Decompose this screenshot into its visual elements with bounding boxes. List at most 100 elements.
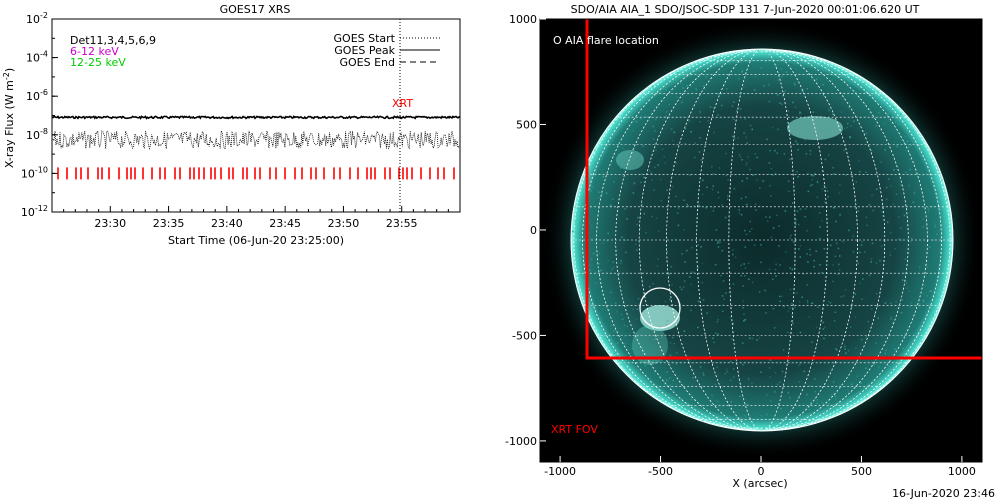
disk-speckle: [583, 224, 585, 226]
disk-speckle: [927, 210, 930, 213]
disk-speckle: [666, 371, 668, 373]
disk-speckle: [777, 128, 779, 130]
disk-speckle: [912, 201, 914, 203]
disk-speckle: [702, 374, 705, 376]
flare-brightening: [640, 305, 680, 331]
disk-speckle: [744, 318, 746, 321]
disk-speckle: [732, 283, 735, 285]
disk-speckle: [798, 395, 800, 397]
disk-speckle: [857, 262, 859, 265]
disk-speckle: [872, 209, 874, 212]
disk-speckle: [845, 352, 847, 354]
disk-speckle: [755, 209, 757, 211]
disk-speckle: [576, 232, 578, 235]
disk-speckle: [696, 74, 699, 77]
disk-speckle: [783, 305, 785, 308]
disk-speckle: [656, 265, 659, 268]
disk-speckle: [665, 89, 667, 91]
disk-speckle: [637, 216, 639, 219]
disk-speckle: [632, 105, 635, 108]
disk-speckle: [778, 245, 780, 247]
disk-speckle: [831, 394, 833, 397]
disk-speckle: [647, 359, 649, 361]
disk-speckle: [927, 208, 930, 210]
disk-speckle: [863, 82, 865, 85]
disk-speckle: [842, 295, 845, 297]
disk-speckle: [756, 179, 758, 181]
disk-speckle: [652, 283, 654, 285]
disk-speckle: [939, 172, 941, 175]
disk-speckle: [928, 246, 931, 248]
disk-speckle: [692, 377, 694, 379]
disk-speckle: [832, 280, 834, 283]
disk-speckle: [904, 258, 907, 260]
disk-speckle: [823, 74, 826, 76]
disk-speckle: [764, 289, 766, 292]
disk-speckle: [676, 352, 678, 354]
disk-speckle: [720, 274, 722, 277]
disk-speckle: [732, 322, 735, 325]
disk-speckle: [741, 180, 744, 182]
disk-speckle: [699, 120, 701, 123]
disk-speckle: [884, 123, 886, 125]
disk-speckle: [594, 149, 596, 151]
disk-speckle: [590, 258, 593, 260]
disk-speckle: [936, 296, 939, 299]
longitude-line: [666, 49, 858, 431]
disk-speckle: [910, 144, 913, 147]
disk-speckle: [751, 281, 754, 284]
goes-xlabel: Start Time (06-Jun-20 23:25:00): [168, 234, 344, 247]
disk-speckle: [867, 320, 869, 323]
disk-speckle: [732, 376, 735, 378]
disk-speckle: [723, 298, 725, 301]
disk-speckle: [644, 365, 647, 367]
disk-speckle: [784, 251, 787, 253]
disk-speckle: [870, 149, 873, 152]
disk-speckle: [824, 201, 826, 203]
disk-speckle: [885, 198, 888, 200]
disk-speckle: [850, 383, 853, 385]
disk-speckle: [616, 310, 618, 313]
disk-speckle: [929, 290, 931, 292]
disk-speckle: [655, 118, 657, 121]
disk-speckle: [794, 306, 796, 308]
xrt-label: XRT: [392, 97, 413, 110]
disk-speckle: [919, 266, 921, 269]
disk-speckle: [923, 292, 926, 295]
disk-speckle: [772, 227, 775, 229]
disk-speckle: [589, 264, 591, 266]
disk-speckle: [753, 89, 756, 91]
disk-speckle: [791, 307, 794, 309]
disk-speckle: [660, 199, 662, 202]
disk-speckle: [823, 337, 825, 340]
longitude-line: [728, 49, 796, 431]
goes-y-tick-label: 10-10: [21, 165, 48, 180]
disk-speckle: [588, 269, 591, 271]
disk-speckle: [732, 249, 734, 251]
disk-speckle: [922, 226, 924, 228]
disk-speckle: [781, 103, 783, 105]
disk-speckle: [836, 349, 838, 351]
disk-speckle: [828, 109, 830, 111]
disk-speckle: [805, 130, 807, 133]
disk-speckle: [738, 153, 741, 156]
disk-speckle: [914, 133, 916, 135]
disk-speckle: [771, 126, 774, 129]
disk-speckle: [635, 120, 638, 123]
disk-speckle: [620, 313, 623, 316]
disk-speckle: [751, 228, 753, 230]
disk-speckle: [733, 347, 735, 350]
disk-speckle: [738, 209, 740, 211]
disk-speckle: [626, 218, 628, 220]
disk-speckle: [882, 377, 885, 380]
disk-speckle: [812, 111, 815, 113]
disk-speckle: [690, 131, 692, 133]
disk-speckle: [745, 163, 748, 166]
disk-speckle: [770, 400, 772, 402]
disk-speckle: [806, 301, 809, 304]
disk-speckle: [699, 74, 701, 76]
disk-speckle: [838, 192, 841, 194]
disk-speckle: [850, 125, 852, 127]
disk-speckle: [785, 372, 787, 375]
disk-speckle: [624, 362, 627, 365]
